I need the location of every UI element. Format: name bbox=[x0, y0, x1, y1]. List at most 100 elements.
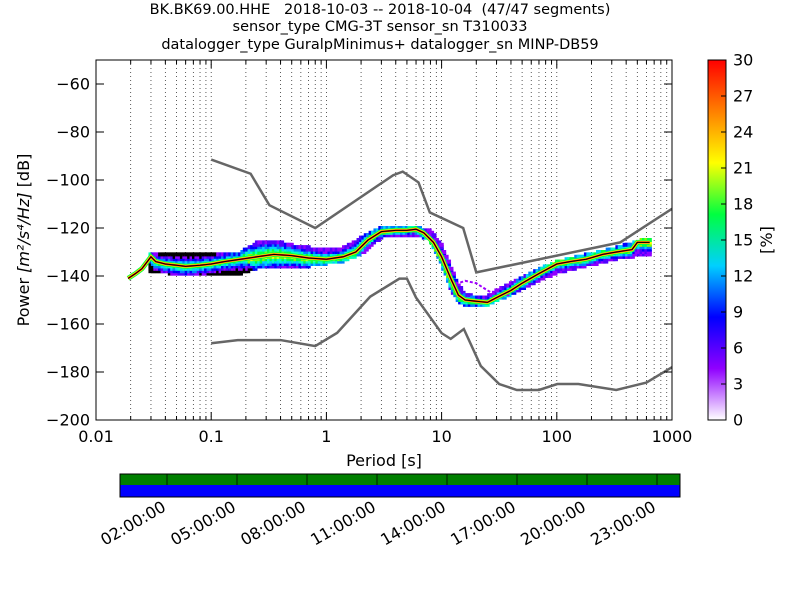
psd-cell bbox=[530, 281, 536, 286]
psd-cell bbox=[450, 274, 456, 278]
colorbar-label: [%] bbox=[757, 226, 776, 254]
colorbar-tick-label: 30 bbox=[733, 51, 753, 70]
grid-lines bbox=[130, 60, 668, 420]
colorbar: 0 3 6 9 12 15 18 21 24 27 30 bbox=[707, 51, 753, 430]
psd-cell bbox=[603, 259, 609, 264]
psd-cell bbox=[562, 269, 568, 274]
psd-cell bbox=[547, 274, 553, 278]
noise-model-curves bbox=[210, 158, 672, 392]
plot-frame bbox=[95, 59, 673, 421]
psd-cell bbox=[322, 262, 328, 266]
psd-cell bbox=[305, 245, 311, 250]
y-tick-label: −80 bbox=[56, 123, 90, 142]
y-tick-label: −120 bbox=[46, 219, 90, 238]
x-tick-label: 0.1 bbox=[198, 427, 223, 446]
psd-cell bbox=[571, 266, 577, 271]
psd-cell bbox=[448, 266, 454, 271]
psd-cell bbox=[646, 252, 652, 257]
timeline-tick-label: 23:00:00 bbox=[587, 497, 659, 549]
psd-cell bbox=[455, 283, 461, 288]
psd-cell bbox=[279, 240, 285, 245]
psd-cell bbox=[446, 264, 452, 269]
psd-cell bbox=[511, 290, 517, 295]
psd-cell bbox=[443, 254, 449, 259]
psd-cell bbox=[375, 238, 381, 242]
nlnm-curve bbox=[211, 277, 672, 392]
chart-title-line-2: sensor_type CMG-3T sensor_sn T310033 bbox=[232, 19, 528, 35]
psd-cell bbox=[431, 233, 437, 238]
psd-cell bbox=[305, 264, 311, 269]
psd-cell bbox=[581, 264, 587, 269]
x-axis: 0.01 0.1 1 10 100 1000 bbox=[78, 60, 692, 446]
psd-cell bbox=[339, 259, 345, 264]
psd-cell bbox=[441, 250, 447, 254]
psd-cell bbox=[446, 259, 452, 264]
psd-cell bbox=[438, 242, 444, 247]
psd-cell bbox=[467, 293, 473, 298]
colorbar-tick-label: 0 bbox=[733, 411, 743, 430]
psd-cell bbox=[252, 266, 258, 271]
colorbar-tick-label: 6 bbox=[733, 339, 743, 358]
colorbar-tick-label: 3 bbox=[733, 375, 743, 394]
psd-cell bbox=[521, 286, 527, 290]
psd-density-layer bbox=[126, 226, 652, 307]
psd-cell bbox=[458, 286, 464, 290]
psd-cell bbox=[552, 271, 558, 276]
psd-cell bbox=[378, 235, 384, 240]
colorbar-tick-label: 9 bbox=[733, 303, 743, 322]
psd-cell bbox=[525, 283, 531, 288]
x-tick-label: 10 bbox=[431, 427, 451, 446]
psd-cell bbox=[288, 242, 294, 247]
psd-cell bbox=[443, 257, 449, 262]
timeline-tick-label: 17:00:00 bbox=[447, 497, 519, 549]
x-axis-label: Period [s] bbox=[346, 451, 422, 470]
y-tick-label: −60 bbox=[56, 75, 90, 94]
psd-cell bbox=[441, 252, 447, 257]
psd-cell bbox=[344, 257, 350, 262]
psd-cell bbox=[356, 252, 362, 257]
psd-cell bbox=[453, 278, 459, 283]
psd-cell bbox=[426, 228, 432, 233]
y-tick-label: −200 bbox=[46, 411, 90, 430]
timeline-tick-label: 02:00:00 bbox=[97, 497, 169, 549]
timeline-bar-segments bbox=[120, 485, 680, 497]
psd-cell bbox=[448, 269, 454, 274]
psd-cell bbox=[366, 245, 372, 250]
colorbar-tick-label: 27 bbox=[733, 87, 753, 106]
x-tick-label: 1 bbox=[321, 427, 331, 446]
psd-cell bbox=[361, 250, 367, 254]
y-tick-label: −140 bbox=[46, 267, 90, 286]
psd-cell bbox=[593, 262, 599, 266]
psd-cell bbox=[429, 230, 435, 235]
y-tick-label: −160 bbox=[46, 315, 90, 334]
colorbar-tick-label: 24 bbox=[733, 123, 753, 142]
timeline-tick-label: 08:00:00 bbox=[237, 497, 309, 549]
psd-cell bbox=[431, 235, 437, 240]
timeline-frame bbox=[119, 473, 681, 498]
psd-cell bbox=[433, 238, 439, 242]
chart-title-line-1: BK.BK69.00.HHE 2018-10-03 -- 2018-10-04 … bbox=[149, 2, 611, 18]
y-tick-label: −180 bbox=[46, 363, 90, 382]
psd-cell bbox=[237, 271, 243, 276]
y-tick-label: −100 bbox=[46, 171, 90, 190]
colorbar-tick-label: 18 bbox=[733, 195, 753, 214]
y-axis-label: Power [m²/s⁴/Hz] [dB] bbox=[14, 154, 33, 327]
psd-cell bbox=[450, 271, 456, 276]
psd-cell bbox=[646, 250, 652, 254]
psd-cell bbox=[501, 295, 507, 300]
psd-cell bbox=[646, 247, 652, 252]
nhnm-curve bbox=[210, 158, 672, 274]
timeline-tick-label: 05:00:00 bbox=[167, 497, 239, 549]
x-tick-label: 1000 bbox=[652, 427, 693, 446]
psd-cell bbox=[363, 247, 369, 252]
psd-cell bbox=[446, 262, 452, 266]
chart-title-line-3: datalogger_type GuralpMinimus+ datalogge… bbox=[161, 37, 599, 53]
psd-cell bbox=[535, 278, 541, 283]
psd-cell bbox=[460, 290, 466, 295]
psd-cell bbox=[516, 288, 522, 293]
psd-cell bbox=[612, 257, 618, 262]
psd-cell bbox=[436, 240, 442, 245]
psd-cell bbox=[629, 254, 635, 259]
psd-cell bbox=[368, 242, 374, 247]
